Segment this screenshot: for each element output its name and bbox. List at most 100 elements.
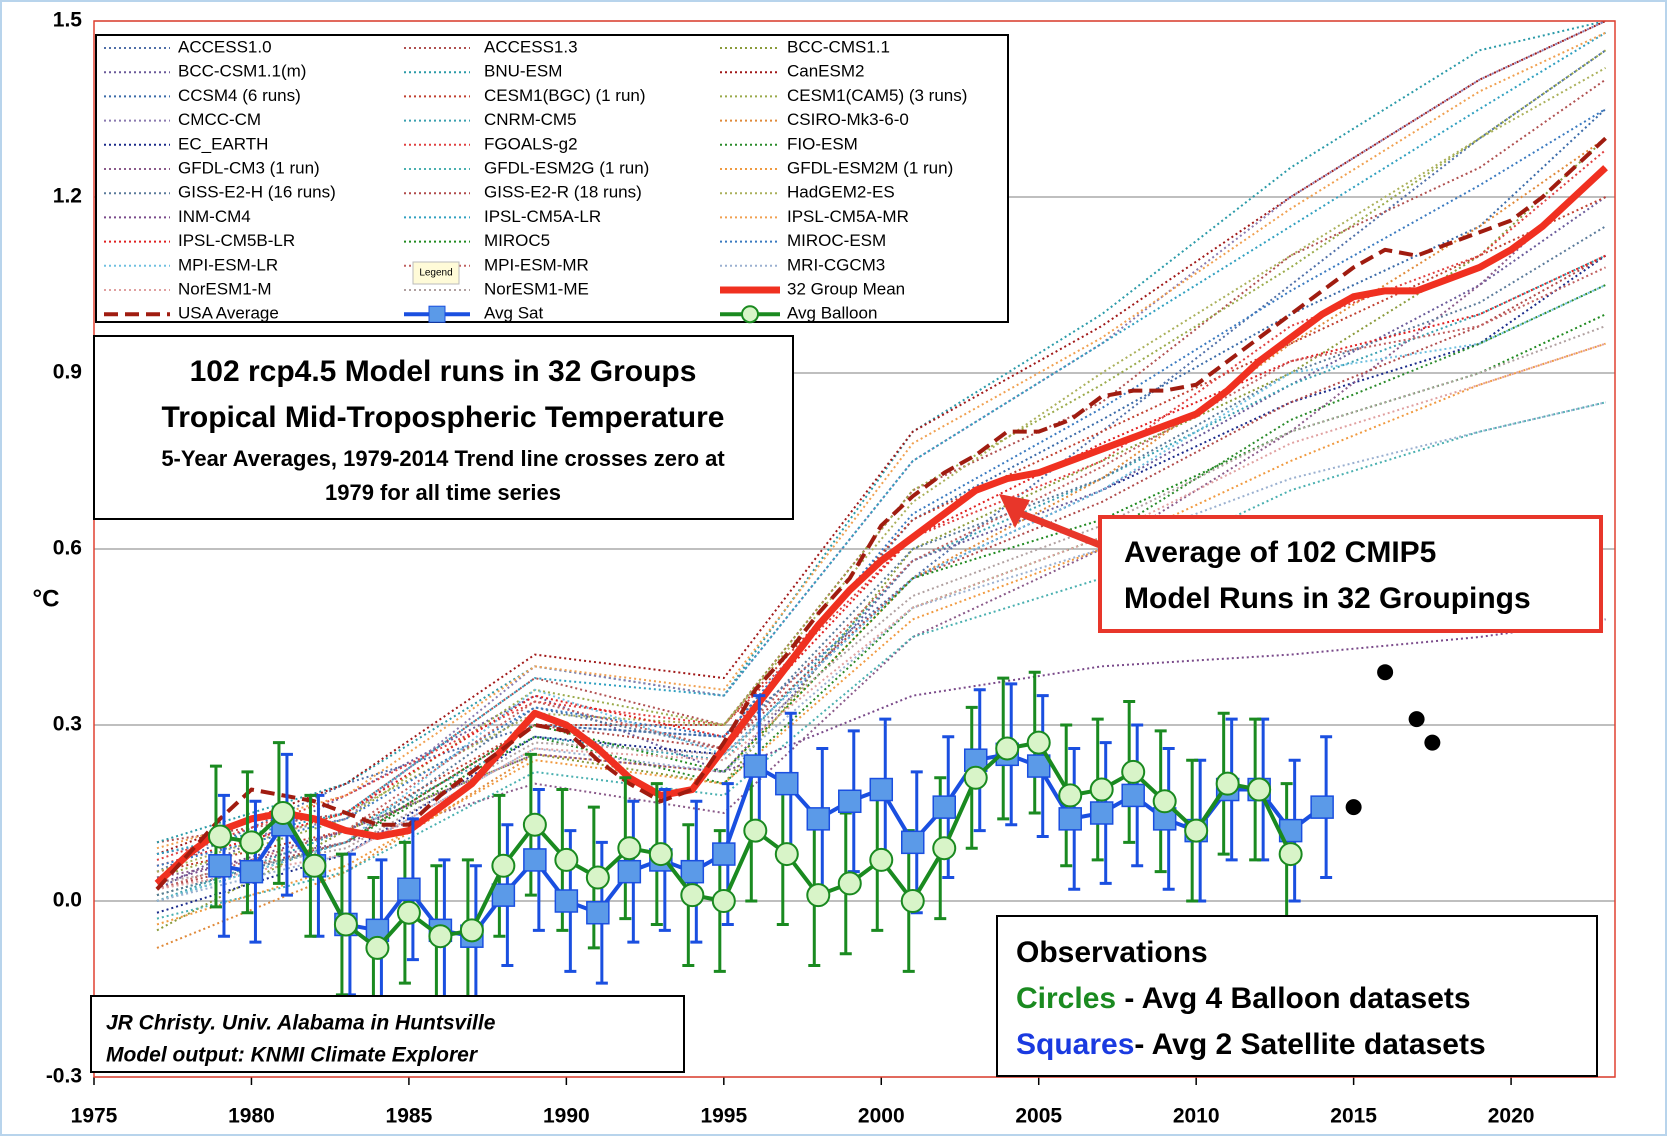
model-line [156,31,1607,856]
legend-label: ACCESS1.3 [484,37,578,56]
square-marker [617,859,642,884]
circles-text: - Avg 4 Balloon datasets [1116,982,1471,1015]
square-marker [775,771,799,796]
x-tick-label: 1980 [228,1105,275,1128]
squares-text: - Avg 2 Satellite datasets [1134,1028,1485,1061]
legend-label: IPSL-CM5A-MR [787,207,909,226]
square-marker [554,889,579,913]
y-axis-label: °C [33,585,60,612]
legend-marker [741,305,759,324]
model-line [156,254,1607,914]
square-marker [712,842,736,866]
circles: Circles [1016,982,1116,1015]
model-line [156,342,1606,891]
squares: Squares [1016,1028,1134,1061]
square-marker [869,777,894,802]
square-marker [523,848,547,872]
model-line [156,313,1606,902]
square-marker [806,807,831,831]
square-marker [239,859,264,884]
observations-title: Observations [1016,936,1208,969]
x-tick-label: 2000 [858,1105,905,1128]
observations-box [996,915,1598,1077]
circle-marker [900,889,925,913]
observations-line: Squares- Avg 2 Satellite datasets [1016,1028,1486,1061]
circle-marker [302,853,327,878]
legend-label: IPSL-CM5A-LR [484,207,601,226]
legend-label: NorESM1-M [178,279,272,298]
legend-label: USA Average [178,304,279,323]
circle-marker [774,842,799,867]
title: 102 rcp4.5 Model runs in 32 Groups [190,355,697,388]
circle-marker [743,818,768,843]
legend-label: BCC-CMS1.1 [787,37,890,56]
model-line [156,196,1606,873]
circle-marker [932,836,957,861]
model-line [156,20,1606,856]
boxes: ACCESS1.0 ACCESS1.3 BCC-CMS1.1 BCC-CSM1.1(m… [90,34,1603,1077]
circle-marker [1278,842,1303,867]
legend-label: BNU-ESM [484,62,562,81]
legend-label: CCSM4 (6 runs) [178,86,301,105]
circle-marker [680,883,705,908]
y-tick-label: 1.2 [53,185,82,208]
y-tick-label: -0.3 [46,1065,82,1088]
square-marker [1089,801,1114,825]
legend-label: Avg Balloon [787,304,877,323]
legend-label: CMCC-CM [178,110,261,129]
legend-label: FIO-ESM [787,134,858,153]
mean-line [154,165,1608,886]
y-tick-label: 0.6 [53,537,82,560]
circle-marker [585,865,610,890]
model-line [156,401,1606,920]
point [1408,711,1425,728]
legend-marker [428,305,446,323]
legend-label: BCC-CSM1.1(m) [178,62,306,81]
circle-marker [837,871,862,896]
legend-label: MPI-ESM-LR [178,255,278,274]
square-marker [838,789,862,814]
model-line [156,108,1607,867]
y-tick-label: 1.5 [53,9,83,32]
legend-label: GFDL-ESM2G (1 run) [484,158,649,177]
legend-label: HadGEM2-ES [787,183,895,202]
legend-tag-box [412,261,460,285]
legend-label: INM-CM4 [178,207,251,226]
legend-label: 32 Group Mean [787,279,905,298]
y-tick-label: 0.9 [53,361,82,384]
square-marker [586,900,610,925]
model-line [156,342,1606,926]
square-marker [680,859,705,884]
circle-marker [869,847,894,872]
circle-marker [365,935,390,960]
x-tick-label: 1995 [700,1105,747,1128]
model-line [156,49,1607,879]
circle-marker [648,842,673,867]
x-tick-label: 2015 [1330,1105,1377,1128]
circle-marker [333,912,358,937]
circle-marker [711,889,736,913]
legend-label: IPSL-CM5B-LR [178,231,295,250]
legend: ACCESS1.0 ACCESS1.3 BCC-CMS1.1 BCC-CSM1.1(m… [104,37,967,324]
square-marker [208,854,232,878]
legend-label: NorESM1-ME [484,279,589,298]
model-line [156,618,1606,885]
circle-marker [396,900,421,925]
model-line [156,254,1606,902]
circle-marker [522,812,547,837]
circle-marker [1026,730,1051,755]
x-tick-label: 2020 [1488,1105,1535,1128]
legend-box [95,34,1009,323]
observations-line: Circles - Avg 4 Balloon datasets [1016,982,1471,1015]
annotation: Model Runs in 32 Groupings [1124,582,1531,615]
circle-marker [617,836,642,861]
circle-marker [270,801,295,825]
square-marker [932,795,956,819]
square-marker [901,830,925,855]
circle-marker [1247,777,1272,802]
circle-marker [1058,783,1083,808]
circle-marker [995,736,1020,761]
circle-marker [207,824,232,849]
circle-marker [491,853,516,878]
